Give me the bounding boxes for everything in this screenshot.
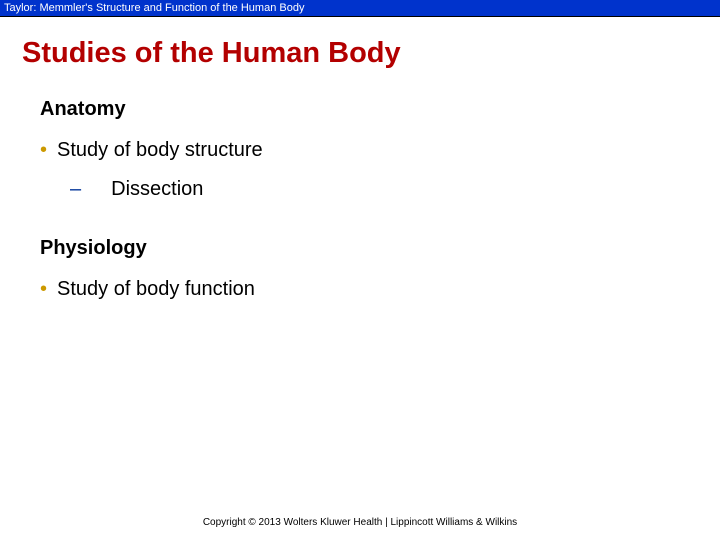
bullet-text: Study of body function [57, 278, 255, 301]
header-text: Taylor: Memmler's Structure and Function… [4, 2, 304, 14]
bullet-marker-icon: • [40, 140, 47, 160]
header-bar: Taylor: Memmler's Structure and Function… [0, 0, 720, 17]
sub-bullet-text: Dissection [111, 178, 203, 201]
footer-text: Copyright © 2013 Wolters Kluwer Health |… [203, 517, 517, 528]
slide-content: Anatomy • Study of body structure – Diss… [0, 80, 720, 301]
bullet-marker-icon: • [40, 279, 47, 299]
section-heading-physiology: Physiology [40, 237, 720, 260]
footer-copyright: Copyright © 2013 Wolters Kluwer Health |… [0, 517, 720, 528]
dash-marker-icon: – [70, 178, 81, 201]
sub-bullet-row: – Dissection [70, 178, 720, 201]
bullet-text: Study of body structure [57, 139, 263, 162]
slide-title: Studies of the Human Body [0, 17, 720, 80]
bullet-row: • Study of body function [40, 278, 720, 301]
bullet-row: • Study of body structure [40, 139, 720, 162]
section-heading-anatomy: Anatomy [40, 98, 720, 121]
